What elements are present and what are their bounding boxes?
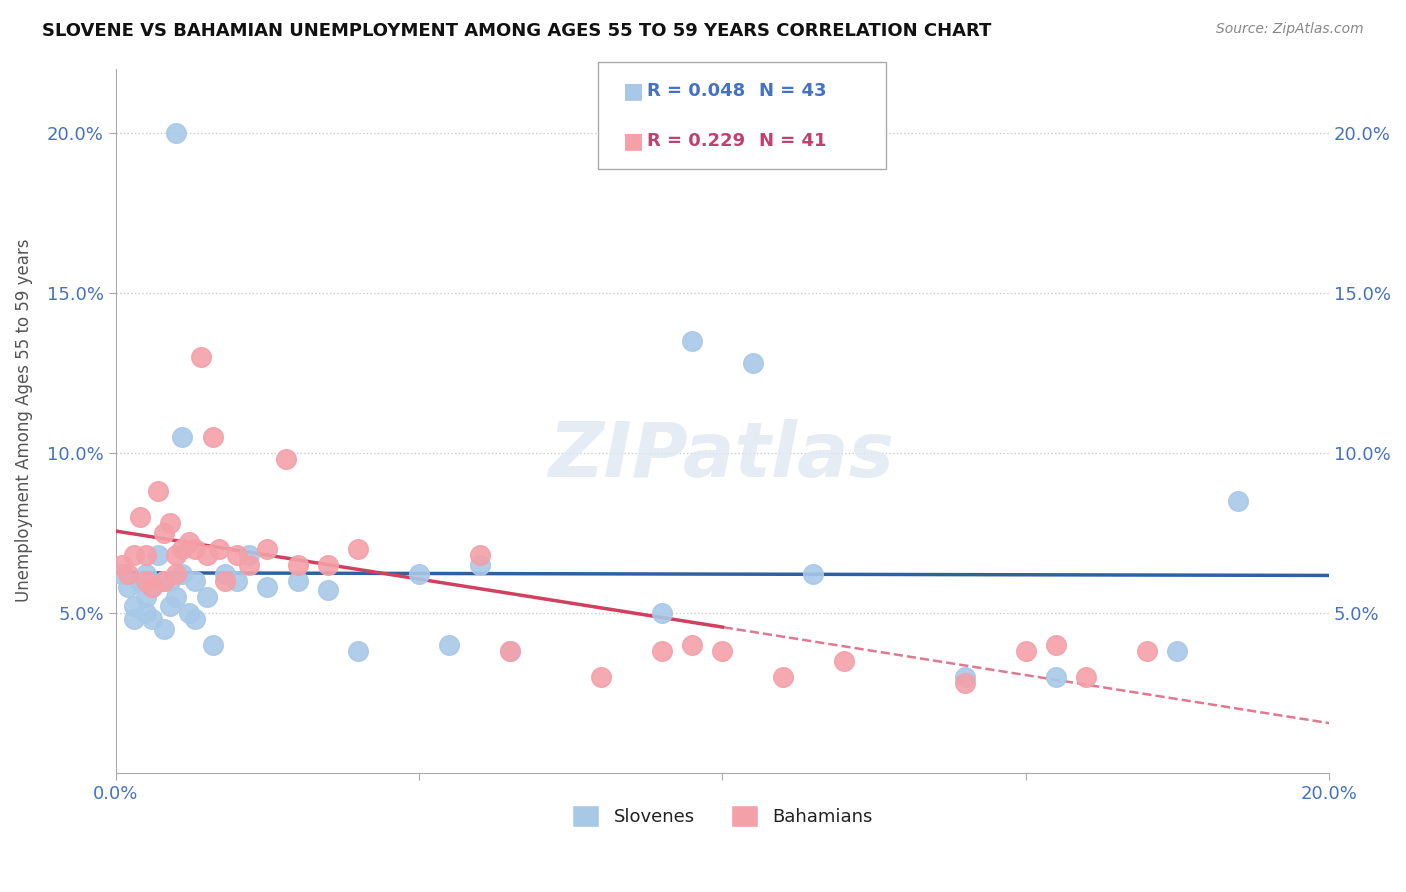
Point <box>1045 638 1067 652</box>
Point <box>135 567 157 582</box>
Point <box>287 558 309 572</box>
Point <box>681 638 703 652</box>
Point <box>208 541 231 556</box>
Point <box>141 580 163 594</box>
Point <box>347 541 370 556</box>
Point <box>499 644 522 658</box>
Text: ZIPatlas: ZIPatlas <box>550 419 896 493</box>
Point <box>190 350 212 364</box>
Point <box>256 580 278 594</box>
Point <box>195 548 218 562</box>
Point <box>135 590 157 604</box>
Point <box>1166 644 1188 658</box>
Point <box>177 606 200 620</box>
Point <box>183 612 205 626</box>
Point <box>129 574 152 588</box>
Point <box>953 676 976 690</box>
Point <box>803 567 825 582</box>
Text: ■: ■ <box>623 81 644 101</box>
Point <box>122 548 145 562</box>
Point <box>256 541 278 556</box>
Point <box>195 590 218 604</box>
Text: R = 0.048: R = 0.048 <box>647 82 745 100</box>
Point <box>135 606 157 620</box>
Point <box>287 574 309 588</box>
Point <box>591 670 613 684</box>
Point <box>172 567 194 582</box>
Point <box>135 574 157 588</box>
Point <box>165 548 187 562</box>
Point <box>153 574 176 588</box>
Point <box>1076 670 1098 684</box>
Point <box>201 638 224 652</box>
Point <box>153 622 176 636</box>
Point <box>214 574 236 588</box>
Point <box>201 430 224 444</box>
Point <box>172 541 194 556</box>
Point <box>226 548 249 562</box>
Point <box>159 574 181 588</box>
Point <box>214 567 236 582</box>
Text: R = 0.229: R = 0.229 <box>647 132 745 150</box>
Point <box>183 574 205 588</box>
Point <box>316 583 339 598</box>
Point <box>135 548 157 562</box>
Point <box>165 590 187 604</box>
Point <box>122 612 145 626</box>
Point <box>1045 670 1067 684</box>
Point <box>711 644 734 658</box>
Point <box>953 670 976 684</box>
Point <box>468 548 491 562</box>
Point <box>316 558 339 572</box>
Point <box>651 644 673 658</box>
Point <box>832 654 855 668</box>
Point <box>111 558 134 572</box>
Legend: Slovenes, Bahamians: Slovenes, Bahamians <box>565 797 880 834</box>
Text: N = 43: N = 43 <box>759 82 827 100</box>
Point <box>274 452 297 467</box>
Point <box>111 567 134 582</box>
Point <box>499 644 522 658</box>
Point <box>1227 493 1250 508</box>
Point <box>165 567 187 582</box>
Point <box>159 516 181 530</box>
Point <box>439 638 461 652</box>
Y-axis label: Unemployment Among Ages 55 to 59 years: Unemployment Among Ages 55 to 59 years <box>15 239 32 602</box>
Point <box>1136 644 1159 658</box>
Point <box>1015 644 1038 658</box>
Point <box>146 484 169 499</box>
Point <box>468 558 491 572</box>
Point <box>226 574 249 588</box>
Point <box>129 509 152 524</box>
Point <box>772 670 794 684</box>
Point <box>183 541 205 556</box>
Point <box>681 334 703 348</box>
Text: Source: ZipAtlas.com: Source: ZipAtlas.com <box>1216 22 1364 37</box>
Text: N = 41: N = 41 <box>759 132 827 150</box>
Point <box>159 599 181 614</box>
Point <box>238 558 260 572</box>
Point <box>172 430 194 444</box>
Point <box>153 525 176 540</box>
Text: SLOVENE VS BAHAMIAN UNEMPLOYMENT AMONG AGES 55 TO 59 YEARS CORRELATION CHART: SLOVENE VS BAHAMIAN UNEMPLOYMENT AMONG A… <box>42 22 991 40</box>
Point <box>153 574 176 588</box>
Point <box>177 535 200 549</box>
Point <box>117 567 139 582</box>
Text: ■: ■ <box>623 131 644 151</box>
Point <box>408 567 430 582</box>
Point <box>651 606 673 620</box>
Point <box>165 126 187 140</box>
Point <box>347 644 370 658</box>
Point <box>141 612 163 626</box>
Point <box>141 580 163 594</box>
Point <box>146 548 169 562</box>
Point <box>741 356 763 370</box>
Point <box>117 580 139 594</box>
Point <box>238 548 260 562</box>
Point <box>122 599 145 614</box>
